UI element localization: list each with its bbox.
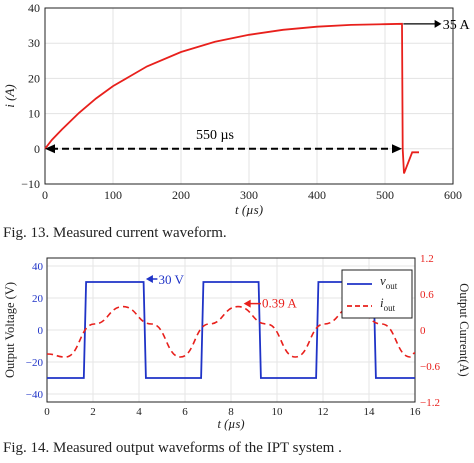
y-tick-label-right: 1.2 <box>420 253 434 265</box>
y-tick-label-right: −0.6 <box>420 361 440 373</box>
arrow-head-icon <box>243 299 251 308</box>
legend-label: vout <box>380 273 398 291</box>
y-tick-label: 20 <box>28 71 40 85</box>
x-tick-label: 6 <box>182 406 188 418</box>
legend-label-main: i <box>380 295 384 310</box>
plot-frame <box>44 7 454 185</box>
annotation-35a: 35 A <box>443 18 471 33</box>
x-axis-label: t (µs) <box>235 202 263 217</box>
plot-frame <box>46 257 416 403</box>
x-tick-label: 2 <box>90 406 96 418</box>
y-tick-label: 0 <box>34 142 40 156</box>
x-tick-label: 100 <box>104 188 122 202</box>
figure-13-caption: Fig. 13. Measured current waveform. <box>3 225 227 241</box>
y-axis-label: i (A) <box>2 84 17 107</box>
x-tick-label: 400 <box>308 188 326 202</box>
y-tick-label-right: 0.6 <box>420 289 434 301</box>
y-axis-label-right: Output Current(A) <box>457 283 471 376</box>
x-axis-label: t (µs) <box>218 417 245 431</box>
legend-label: iout <box>380 295 396 313</box>
y-tick-label-left: 40 <box>32 261 44 273</box>
arrow-head-icon <box>145 275 153 283</box>
x-tick-label: 500 <box>376 188 394 202</box>
y-tick-label: 40 <box>28 1 40 15</box>
x-tick-label: 16 <box>410 406 422 418</box>
arrow-head-icon <box>434 19 442 28</box>
x-tick-label: 4 <box>136 406 142 418</box>
y-tick-label: 30 <box>28 36 40 50</box>
y-tick-label-left: 0 <box>38 325 44 337</box>
x-tick-label: 0 <box>42 188 48 202</box>
legend-label-main: v <box>380 273 386 288</box>
y-tick-label-left: 20 <box>32 293 44 305</box>
figure-14-caption: Fig. 14. Measured output waveforms of th… <box>3 440 342 456</box>
legend-label-subscript: out <box>384 303 396 313</box>
annotation-30v: 30 V <box>159 272 185 287</box>
x-tick-label: 600 <box>444 188 462 202</box>
annotation-550us: 550 µs <box>196 128 234 143</box>
y-tick-label-right: 0 <box>420 325 426 337</box>
x-tick-label: 200 <box>172 188 190 202</box>
x-tick-label: 0 <box>44 406 50 418</box>
y-tick-label: 10 <box>28 107 40 121</box>
current-series-line <box>44 22 419 174</box>
x-tick-label: 14 <box>364 406 376 418</box>
legend-label-subscript: out <box>386 281 398 291</box>
y-tick-label-right: −1.2 <box>420 397 440 409</box>
x-tick-label: 10 <box>272 406 284 418</box>
x-tick-label: 12 <box>318 406 329 418</box>
y-axis-label-left: Output Voltage (V) <box>3 282 17 378</box>
y-tick-label: −10 <box>21 177 40 191</box>
y-tick-label-left: −20 <box>26 357 44 369</box>
annotation-039a: 0.39 A <box>262 296 297 311</box>
i-out-series-line <box>46 305 416 358</box>
y-tick-label-left: −40 <box>26 389 44 401</box>
legend-box <box>341 269 413 319</box>
arrow-head-left-icon <box>45 144 55 154</box>
arrow-head-right-icon <box>392 144 402 154</box>
x-tick-label: 8 <box>228 406 234 418</box>
x-tick-label: 300 <box>240 188 258 202</box>
